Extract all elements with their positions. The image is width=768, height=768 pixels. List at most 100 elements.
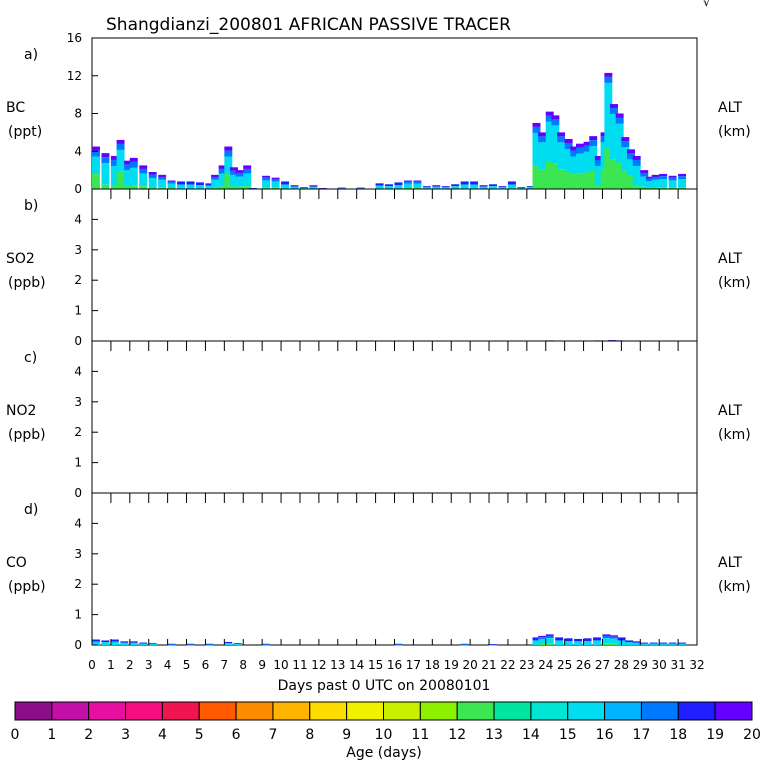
x-tick-label: 15 xyxy=(368,658,383,672)
x-tick-label: 27 xyxy=(595,658,610,672)
panel-co: 0 1 2 3 4 d) CO (ppb) ALT (km) xyxy=(6,492,751,652)
x-axis: 0 1 2 3 4 5 6 7 8 9 10 11 12 13 14 15 16 17 18 19 20 21 22 23 24… xyxy=(88,639,705,672)
bar-bc-16 xyxy=(224,146,233,189)
y-tick-label: 2 xyxy=(74,425,82,439)
bar-co-32 xyxy=(668,642,677,645)
bar-bc-15 xyxy=(218,165,227,189)
bar-bc-61 xyxy=(615,113,624,189)
bar-bc-33 xyxy=(403,180,412,189)
panel-unit: (ppb) xyxy=(8,427,46,443)
panel-right-label: ALT xyxy=(718,251,742,267)
y-tick-label: 4 xyxy=(74,212,82,226)
bar-co-18 xyxy=(545,634,554,645)
colorbar-swatch xyxy=(198,701,237,721)
bar-bc-67 xyxy=(651,174,660,189)
x-tick-label: 5 xyxy=(183,658,191,672)
bar-co-6 xyxy=(148,643,157,646)
bar-bc-70 xyxy=(678,173,687,189)
bar-bc-60 xyxy=(610,104,618,189)
panel-bc: 0 4 8 12 16 a) BC (ppt) ALT (km) xyxy=(6,31,751,196)
panel-right-label: ALT xyxy=(718,555,742,571)
bar-bc-24 xyxy=(290,185,299,189)
bar-bc-21 xyxy=(262,175,271,189)
colorbar-tick-label: 11 xyxy=(411,727,429,743)
bar-bc-47 xyxy=(532,122,541,189)
colorbar-tick-label: 2 xyxy=(84,727,93,743)
y-tick-label: 3 xyxy=(74,395,82,409)
panel-letter: d) xyxy=(24,502,38,518)
bar-bc-65 xyxy=(640,170,649,189)
colorbar-swatch xyxy=(714,701,753,721)
colorbar-tick-label: 15 xyxy=(559,727,577,743)
x-tick-label: 31 xyxy=(670,658,685,672)
bar-bc-17 xyxy=(230,167,238,189)
colorbar-tick-label: 4 xyxy=(158,727,167,743)
bar-bc-11 xyxy=(186,181,195,189)
bar-bc-59 xyxy=(604,72,613,189)
colorbar-swatch xyxy=(309,701,348,721)
colorbar-swatch xyxy=(640,701,679,721)
panel-quantity: NO2 xyxy=(6,403,36,419)
bar-bc-54 xyxy=(576,143,584,189)
colorbar-swatch xyxy=(161,701,200,721)
bar-bc-30 xyxy=(375,183,384,189)
x-tick-label: 28 xyxy=(614,658,629,672)
colorbar-swatch xyxy=(88,701,127,721)
colorbar-swatch xyxy=(419,701,458,721)
bar-bc-14 xyxy=(211,174,220,189)
bar-co-29 xyxy=(640,642,649,645)
bar-bc-63 xyxy=(627,149,635,189)
panel-quantity: SO2 xyxy=(6,251,35,267)
bar-bc-37 xyxy=(441,186,450,189)
bar-co-23 xyxy=(593,637,601,645)
bar-bc-53 xyxy=(570,146,579,189)
panel-letter: b) xyxy=(24,198,38,214)
bar-co-15 xyxy=(489,644,497,646)
panel-quantity: CO xyxy=(6,555,27,571)
y-tick-label: 0 xyxy=(74,638,82,652)
x-tick-label: 29 xyxy=(633,658,648,672)
bar-bc-26 xyxy=(309,185,318,189)
y-tick-label: 2 xyxy=(74,273,82,287)
x-tick-label: 32 xyxy=(689,658,704,672)
x-tick-label: 22 xyxy=(500,658,515,672)
colorbar-tick-label: 12 xyxy=(448,727,466,743)
bar-co-24 xyxy=(602,634,611,645)
bar-co-10 xyxy=(224,641,233,645)
bar-bc-38 xyxy=(451,184,460,189)
colorbar-swatch xyxy=(14,701,53,721)
bar-co-1 xyxy=(101,640,110,645)
panel-letter: a) xyxy=(24,47,38,63)
panel-no2: 0 1 2 3 4 c) NO2 (ppb) ALT (km) xyxy=(6,340,751,500)
colorbar-tick-label: 18 xyxy=(669,727,687,743)
y-tick-label: 4 xyxy=(74,516,82,530)
bar-bc-64 xyxy=(632,155,641,189)
bar-co-19 xyxy=(555,637,564,645)
corner-mark: √ xyxy=(703,0,711,9)
colorbar-tick-label: 20 xyxy=(743,727,761,743)
bar-co-11 xyxy=(233,643,242,646)
colorbar-tick-label: 7 xyxy=(268,727,277,743)
bar-co-22 xyxy=(583,638,592,645)
panel-right-label: ALT xyxy=(718,403,742,419)
x-tick-label: 13 xyxy=(330,658,345,672)
colorbar-tick-label: 10 xyxy=(375,727,393,743)
bar-bc-41 xyxy=(479,185,488,189)
colorbar-swatch xyxy=(677,701,716,721)
y-tick-label: 1 xyxy=(74,608,82,622)
bar-bc-34 xyxy=(413,180,422,189)
bar-co-2 xyxy=(110,639,119,645)
bar-bc-36 xyxy=(432,185,441,189)
colorbar-swatch xyxy=(235,701,274,721)
bar-bc-62 xyxy=(621,137,630,189)
colorbar-tick-label: 1 xyxy=(47,727,56,743)
bar-bc-49 xyxy=(545,111,554,189)
colorbar-tick-label: 14 xyxy=(522,727,540,743)
bar-bc-12 xyxy=(195,182,204,189)
y-tick-label: 1 xyxy=(74,456,82,470)
y-tick-label: 0 xyxy=(74,182,82,196)
x-tick-label: 9 xyxy=(258,658,266,672)
x-tick-label: 30 xyxy=(652,658,667,672)
bar-bc-42 xyxy=(489,184,497,189)
bar-co-21 xyxy=(574,638,583,645)
